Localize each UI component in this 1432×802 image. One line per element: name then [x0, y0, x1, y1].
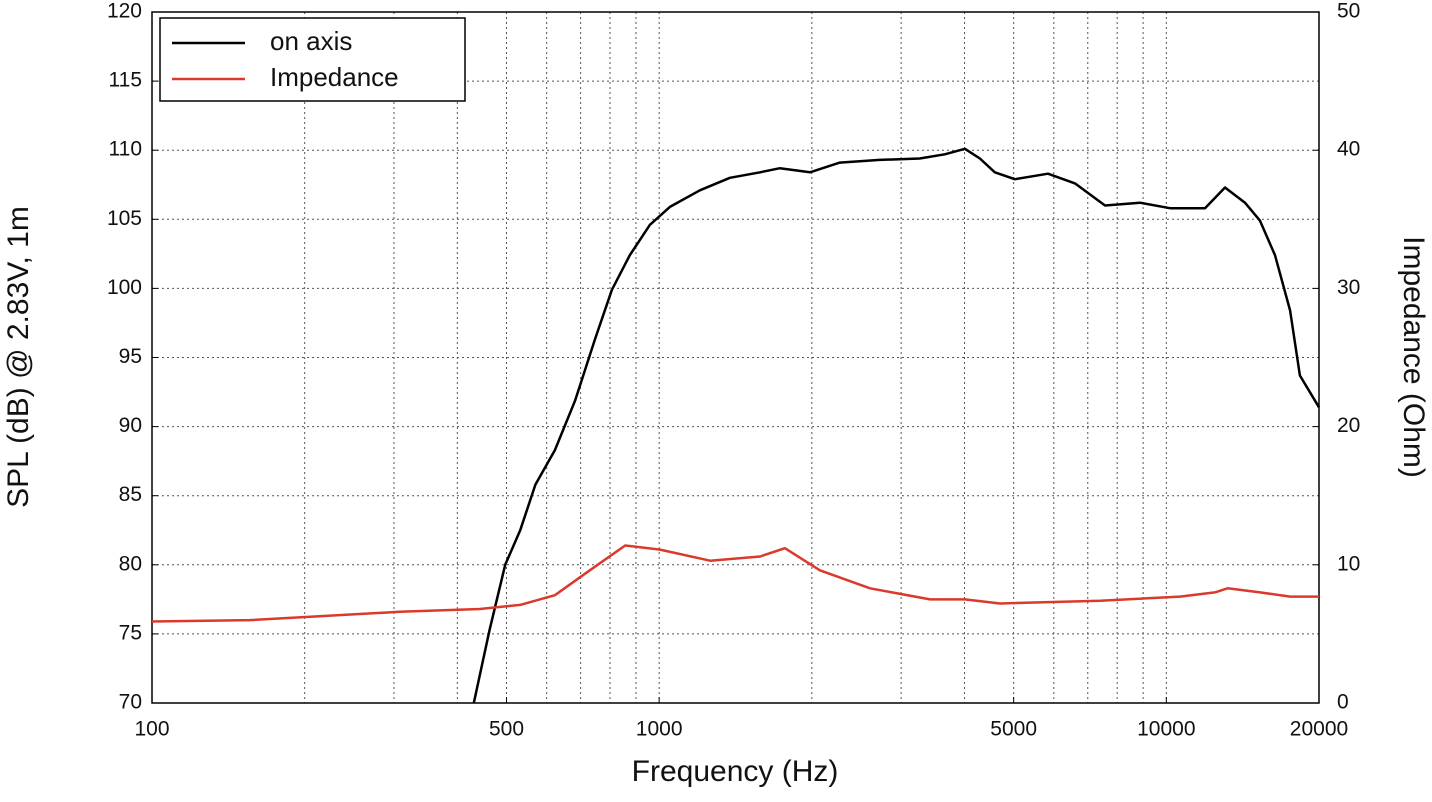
plot-frame	[151, 11, 1320, 704]
x-tick-label: 500	[489, 718, 524, 741]
y-axis-label: SPL (dB) @ 2.83V, 1m	[2, 206, 35, 508]
y2-axis-label: Impedance (Ohm)	[1397, 236, 1430, 478]
y-tick-label: 100	[107, 276, 142, 299]
y2-tick-label: 40	[1337, 138, 1360, 161]
y-tick-label: 120	[107, 0, 142, 23]
y-tick-label: 115	[109, 69, 142, 92]
y-tick-label: 110	[109, 138, 142, 161]
y-tick-label: 75	[119, 621, 142, 644]
y-tick-label: 95	[119, 345, 142, 368]
y2-tick-label: 50	[1337, 0, 1360, 23]
y-tick-label: 85	[119, 483, 142, 506]
legend-box	[159, 17, 466, 102]
x-tick-label: 100	[134, 718, 169, 741]
y2-tick-label: 30	[1337, 276, 1360, 299]
x-tick-label: 5000	[990, 718, 1037, 741]
y2-tick-label: 10	[1337, 552, 1360, 575]
y-tick-label: 70	[119, 691, 142, 714]
y-tick-label: 105	[107, 207, 142, 230]
y2-tick-label: 0	[1337, 691, 1349, 714]
legend-label: Impedance	[270, 62, 399, 92]
y-tick-label: 80	[119, 552, 142, 575]
x-tick-label: 1000	[636, 718, 683, 741]
y2-tick-label: 20	[1337, 414, 1360, 437]
legend-label: on axis	[270, 26, 352, 56]
x-axis-label: Frequency (Hz)	[632, 755, 839, 788]
x-tick-label: 20000	[1290, 718, 1348, 741]
series-line	[151, 544, 1319, 623]
x-tick-label: 10000	[1137, 718, 1195, 741]
y-tick-label: 90	[119, 414, 142, 437]
series-line	[472, 147, 1321, 704]
